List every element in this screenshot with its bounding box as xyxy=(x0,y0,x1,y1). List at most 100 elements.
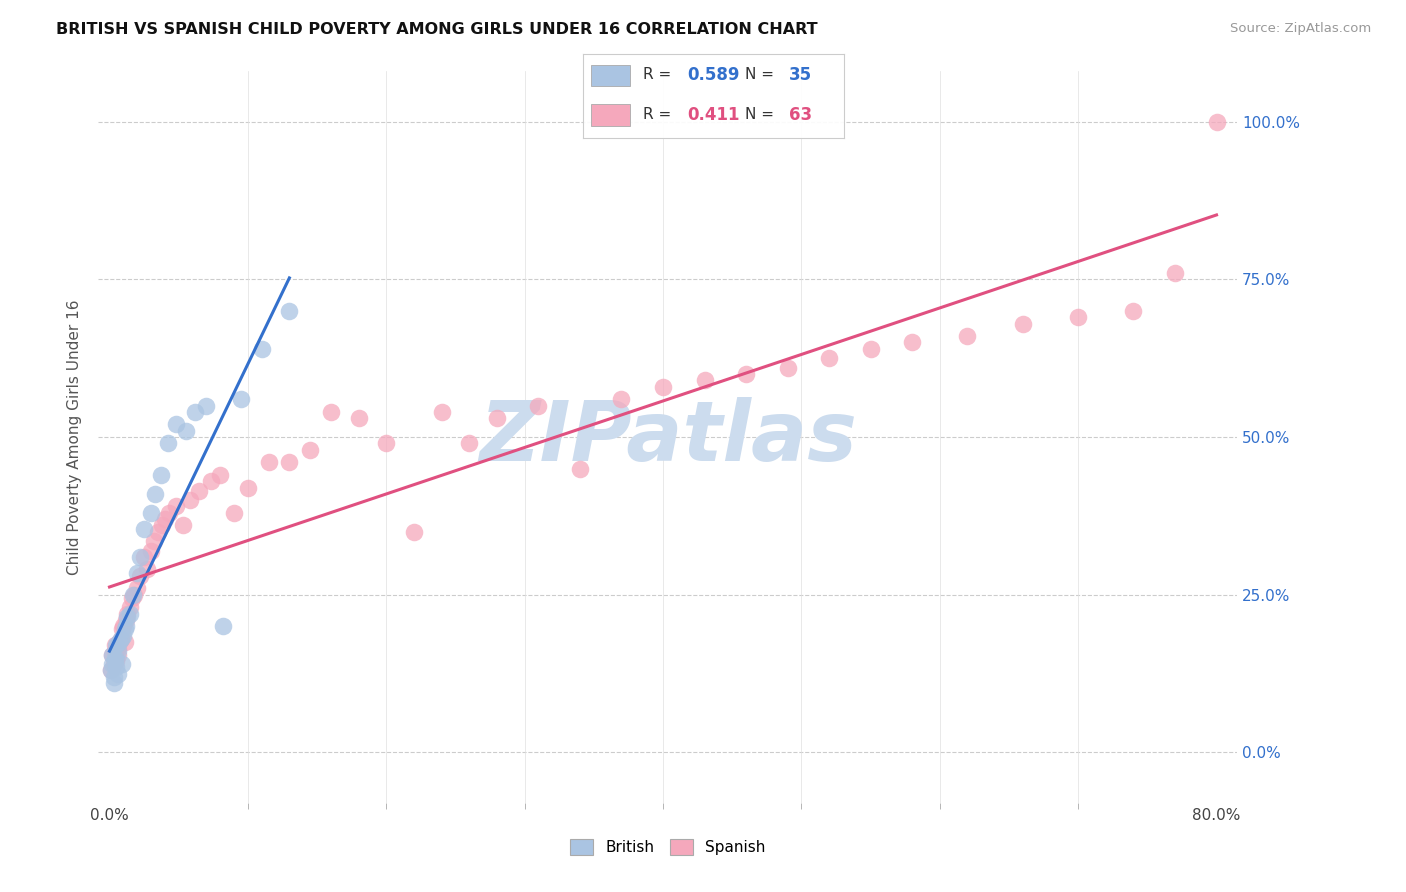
Point xyxy=(150,518,173,533)
Point xyxy=(105,654,128,668)
Point xyxy=(111,623,134,637)
Point xyxy=(375,436,398,450)
Point xyxy=(1164,266,1187,280)
Point xyxy=(101,648,124,662)
Point xyxy=(132,521,155,535)
Point xyxy=(610,392,633,407)
Point xyxy=(107,644,129,658)
FancyBboxPatch shape xyxy=(592,64,630,86)
Point xyxy=(107,648,129,662)
Point xyxy=(458,436,481,450)
Point xyxy=(229,392,252,407)
Point xyxy=(129,549,152,564)
Point xyxy=(200,474,222,488)
FancyBboxPatch shape xyxy=(592,104,630,126)
Point xyxy=(278,455,301,469)
Point xyxy=(108,635,131,649)
Point xyxy=(402,524,425,539)
Point xyxy=(236,481,259,495)
Point xyxy=(139,543,162,558)
Point xyxy=(1205,115,1227,129)
Text: R =: R = xyxy=(644,67,676,82)
Text: N =: N = xyxy=(745,67,779,82)
Point xyxy=(105,638,128,652)
Point xyxy=(172,518,194,533)
Point xyxy=(569,461,592,475)
Point xyxy=(142,534,165,549)
Point xyxy=(1122,304,1144,318)
Point xyxy=(652,379,675,393)
Point xyxy=(527,399,550,413)
Point xyxy=(110,632,132,646)
Point xyxy=(103,670,125,684)
Point xyxy=(693,373,716,387)
Point xyxy=(120,600,142,615)
Point xyxy=(143,487,166,501)
Point xyxy=(859,342,882,356)
Point xyxy=(127,582,149,596)
Text: 63: 63 xyxy=(789,105,813,123)
Point xyxy=(121,591,143,605)
Point xyxy=(901,335,924,350)
Point xyxy=(153,512,176,526)
Point xyxy=(100,664,122,678)
Point xyxy=(110,632,132,646)
Point xyxy=(179,493,201,508)
Point xyxy=(117,607,139,621)
Point xyxy=(127,566,149,580)
Point xyxy=(319,405,342,419)
Point xyxy=(347,411,370,425)
Point xyxy=(222,506,245,520)
Point xyxy=(108,635,131,649)
Point xyxy=(1067,310,1090,325)
Point xyxy=(104,644,127,658)
Point xyxy=(114,635,136,649)
Text: 0.589: 0.589 xyxy=(688,66,740,84)
Text: 35: 35 xyxy=(789,66,813,84)
Text: BRITISH VS SPANISH CHILD POVERTY AMONG GIRLS UNDER 16 CORRELATION CHART: BRITISH VS SPANISH CHILD POVERTY AMONG G… xyxy=(56,22,818,37)
Point xyxy=(100,664,122,678)
Point xyxy=(105,650,128,665)
Point xyxy=(129,569,152,583)
Point xyxy=(132,549,155,564)
Point xyxy=(112,629,135,643)
Point xyxy=(257,455,280,469)
Point xyxy=(250,342,273,356)
Point xyxy=(139,506,162,520)
Text: R =: R = xyxy=(644,107,682,122)
Point xyxy=(1011,317,1033,331)
Point xyxy=(103,657,125,671)
Point xyxy=(149,467,172,482)
Point xyxy=(818,351,841,366)
Point xyxy=(146,524,169,539)
Point xyxy=(104,650,127,665)
Point xyxy=(165,500,187,514)
Point xyxy=(101,657,124,671)
Point xyxy=(104,654,127,668)
Point xyxy=(135,562,157,576)
Text: Source: ZipAtlas.com: Source: ZipAtlas.com xyxy=(1230,22,1371,36)
Point xyxy=(735,367,758,381)
Point xyxy=(430,405,453,419)
Point xyxy=(122,588,145,602)
Point xyxy=(117,609,139,624)
Point xyxy=(115,619,138,633)
Point xyxy=(299,442,322,457)
Point xyxy=(115,613,138,627)
Point xyxy=(188,483,211,498)
Point xyxy=(114,623,136,637)
Point xyxy=(209,467,232,482)
Text: ZIPatlas: ZIPatlas xyxy=(479,397,856,477)
Point xyxy=(107,641,129,656)
Point xyxy=(485,411,508,425)
Point xyxy=(104,638,127,652)
Point xyxy=(124,588,146,602)
Point xyxy=(157,506,180,520)
Legend: British, Spanish: British, Spanish xyxy=(564,833,772,861)
Point xyxy=(120,607,142,621)
Point xyxy=(195,399,218,413)
Point xyxy=(105,660,128,674)
Text: 0.411: 0.411 xyxy=(688,105,740,123)
Point xyxy=(776,360,799,375)
Point xyxy=(956,329,979,343)
